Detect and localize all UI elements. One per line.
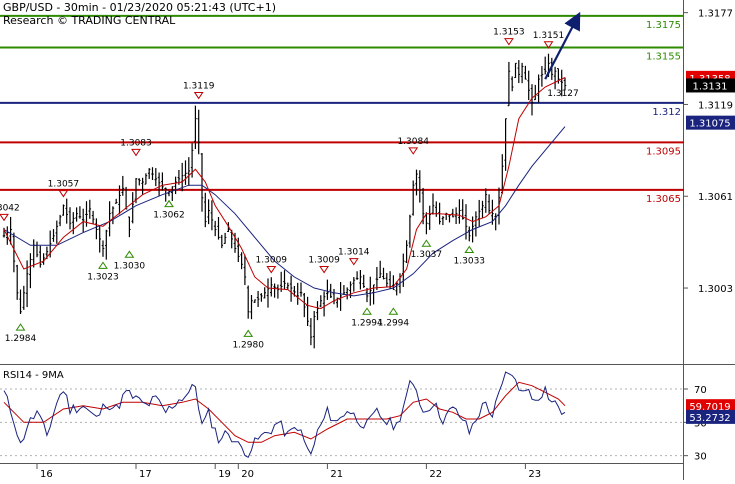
price-box-label: 1.3131 [693, 81, 728, 92]
swing-low-label: 1.3030 [114, 261, 146, 271]
rsi-box-red [686, 399, 735, 414]
swing-low-marker [164, 199, 174, 208]
swing-high-marker [319, 266, 330, 274]
chart-title: GBP/USD - 30min - 01/23/2020 05:21:43 (U… [3, 1, 276, 14]
ma-slow-line [3, 126, 566, 297]
price-axis-label: 1.3119 [698, 100, 733, 111]
price-pane: 1.3175 1.3155 1.312 1.3095 1.3065 1.3042 1.298… [0, 11, 684, 350]
ma-fast-line [3, 77, 566, 310]
swing-high-label: 1.3083 [120, 138, 152, 148]
time-axis-label: 21 [330, 469, 343, 480]
rsi-pane [0, 371, 684, 458]
time-axis-label: 23 [528, 469, 541, 480]
time-axis-label: 16 [40, 469, 53, 480]
swing-high-label: 1.3119 [183, 81, 215, 91]
rsi-line [3, 371, 566, 458]
forecast-arrow [544, 11, 581, 80]
swing-low-marker [388, 307, 399, 315]
swing-low-label: 1.2994 [378, 318, 410, 328]
swing-high-marker [408, 147, 419, 155]
rsi-axis-label: 30 [694, 452, 707, 463]
price-axis-label: 1.3177 [698, 9, 733, 20]
price-box-blue [686, 115, 735, 130]
rsi-box-blue [686, 409, 735, 424]
price-axis-label: 1.3003 [698, 284, 733, 295]
time-axis-label: 19 [218, 469, 231, 480]
swing-low-marker [243, 329, 254, 337]
level-label-resistance: 1.3175 [646, 20, 681, 31]
swing-low-label: 1.3062 [153, 211, 185, 221]
swing-low-marker [15, 323, 26, 331]
time-axis-label: 17 [139, 469, 152, 480]
price-axis-label: 1.3061 [698, 192, 733, 203]
level-label-resistance: 1.3155 [646, 51, 681, 62]
price-bars [2, 53, 567, 349]
swing-high-marker [348, 258, 359, 266]
level-label-support: 1.3065 [646, 194, 681, 205]
price-box-black [686, 78, 735, 93]
swing-low-marker [464, 245, 475, 254]
swing-high-label: 1.3009 [308, 256, 340, 266]
swing-low-marker [362, 307, 372, 315]
swing-high-marker [543, 41, 554, 49]
swing-low-label: 1.2994 [351, 318, 383, 328]
swing-low-label: 1.2980 [232, 340, 264, 350]
swing-high-label: 1.3057 [48, 180, 80, 190]
swing-low-label: 1.3023 [87, 272, 119, 282]
swing-high-label: 1.3014 [338, 248, 370, 258]
level-label-support: 1.3095 [646, 146, 681, 157]
level-label-pivot: 1.312 [652, 107, 681, 118]
swing-high-marker [58, 190, 69, 198]
swing-high-marker [503, 38, 514, 46]
swing-high-marker [193, 91, 204, 100]
chart-credit: Research © TRADING CENTRAL [3, 14, 176, 27]
swing-low-label: 1.3037 [411, 250, 443, 260]
rsi-ma9-line [3, 381, 566, 443]
swing-high-marker [266, 266, 277, 274]
swing-low-marker [98, 261, 108, 269]
rsi-axis-label: 70 [694, 385, 707, 396]
swing-low-marker [421, 239, 432, 247]
price-box-label: 1.31075 [689, 119, 730, 130]
swing-high-label: 1.3153 [493, 28, 525, 38]
time-axis-label: 22 [429, 469, 442, 480]
swing-high-label: 1.3084 [397, 137, 429, 147]
swing-high-marker [131, 148, 141, 157]
swing-high-marker [0, 213, 9, 222]
swing-low-label: 1.2984 [5, 334, 37, 344]
swing-high-label: 1.3009 [256, 256, 288, 266]
rsi-box-label: 53.2732 [689, 413, 730, 424]
target-label: 1.3127 [547, 89, 579, 99]
swing-low-label: 1.3033 [454, 257, 486, 267]
swing-high-label: 1.3151 [533, 31, 565, 41]
time-axis-label: 20 [241, 469, 254, 480]
rsi-title: RSI14 - 9MA [3, 370, 64, 381]
swing-low-marker [124, 250, 135, 258]
swing-high-label: 1.3042 [0, 203, 20, 213]
axes: 1.31771.31191.30611.30031.313581.31311.3… [36, 9, 735, 480]
rsi-box-label: 59.7019 [689, 402, 730, 413]
